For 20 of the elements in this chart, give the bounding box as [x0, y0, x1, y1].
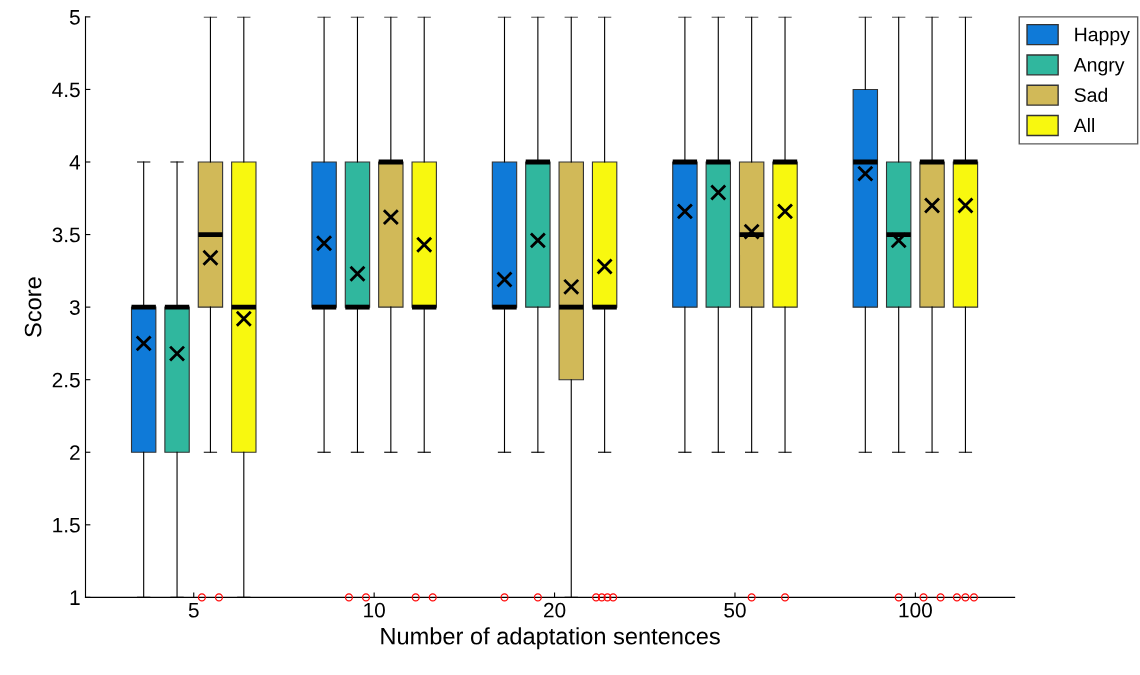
legend-label: Sad: [1074, 87, 1108, 102]
legend-label: Angry: [1073, 58, 1125, 76]
legend-label: Happy: [1075, 27, 1130, 46]
x-tick-label: 50: [724, 602, 746, 618]
y-tick-label: 3: [69, 300, 80, 315]
x-tick-label: 10: [364, 602, 385, 618]
x-tick-label: 5: [188, 603, 199, 618]
x-tick-label: 100: [899, 602, 932, 618]
x-tick-label: 20: [544, 602, 566, 618]
x-axis-title: Number of adaptation sentences: [381, 627, 720, 650]
y-axis-title: Score: [24, 277, 42, 337]
y-tick-label: 1.5: [53, 518, 80, 533]
y-tick-label: 3.5: [52, 227, 80, 243]
y-tick-label: 1: [70, 590, 80, 605]
y-tick-label: 4: [69, 155, 81, 170]
y-tick-label: 5: [69, 10, 80, 25]
y-tick-label: 2: [70, 445, 80, 460]
y-tick-label: 2.5: [52, 372, 80, 388]
legend-label: All: [1073, 117, 1094, 133]
y-tick-label: 4.5: [52, 82, 80, 98]
